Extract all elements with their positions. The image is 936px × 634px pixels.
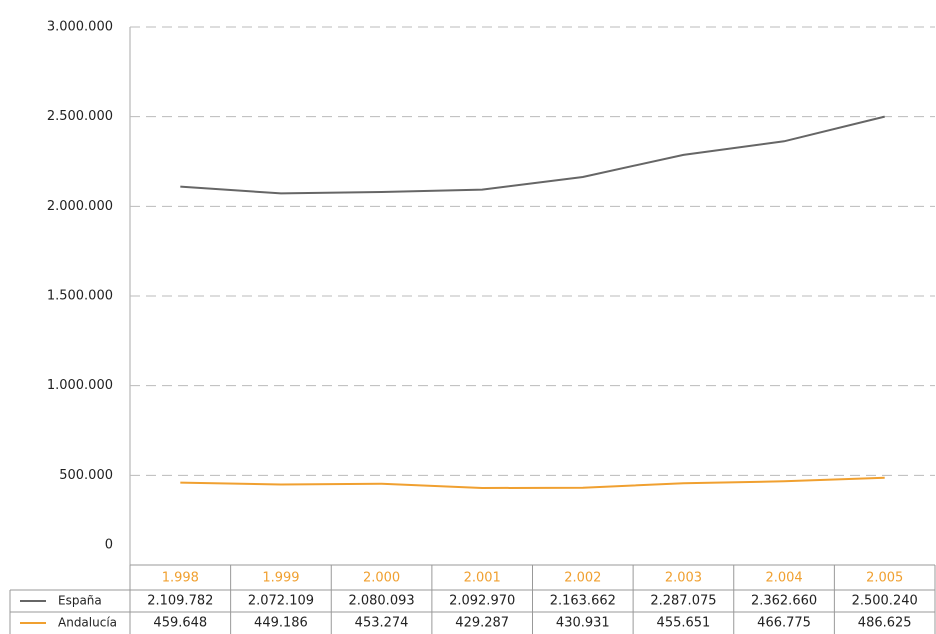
- series-line: [180, 476, 885, 490]
- table-value: 430.931: [556, 616, 610, 631]
- x-tick-label: 2.001: [464, 571, 501, 586]
- x-tick-label: 2.002: [564, 571, 601, 586]
- table-value: 2.163.662: [550, 594, 616, 609]
- x-tick-label: 2.003: [665, 571, 702, 586]
- table-value: 2.500.240: [852, 594, 918, 609]
- x-tick-label: 1.998: [162, 571, 199, 586]
- x-tick-label: 1.999: [262, 571, 299, 586]
- y-tick-label: 3.000.000: [47, 20, 113, 35]
- table-value: 459.648: [153, 616, 207, 631]
- y-tick-label: 1.000.000: [47, 378, 113, 393]
- y-tick-label: 2.000.000: [47, 199, 113, 214]
- table-value: 2.072.109: [248, 594, 314, 609]
- x-tick-label: 2.004: [765, 571, 802, 586]
- x-tick-label: 2.005: [866, 571, 903, 586]
- table-value: 486.625: [858, 616, 912, 631]
- table-value: 2.362.660: [751, 594, 817, 609]
- table-value: 466.775: [757, 616, 811, 631]
- y-tick-label: 1.500.000: [47, 289, 113, 304]
- table-value: 453.274: [355, 616, 409, 631]
- table-value: 429.287: [455, 616, 509, 631]
- y-tick-label: 2.500.000: [47, 109, 113, 124]
- series-line: [180, 115, 885, 195]
- x-tick-label: 2.000: [363, 571, 400, 586]
- table-value: 2.092.970: [449, 594, 515, 609]
- table-value: 2.287.075: [650, 594, 716, 609]
- legend-label: Andalucía: [58, 616, 117, 630]
- table-value: 2.080.093: [348, 594, 414, 609]
- table-value: 455.651: [657, 616, 711, 631]
- y-tick-label: 0: [105, 538, 113, 553]
- legend-label: España: [58, 594, 102, 608]
- table-value: 2.109.782: [147, 594, 213, 609]
- y-tick-label: 500.000: [59, 468, 113, 483]
- table-value: 449.186: [254, 616, 308, 631]
